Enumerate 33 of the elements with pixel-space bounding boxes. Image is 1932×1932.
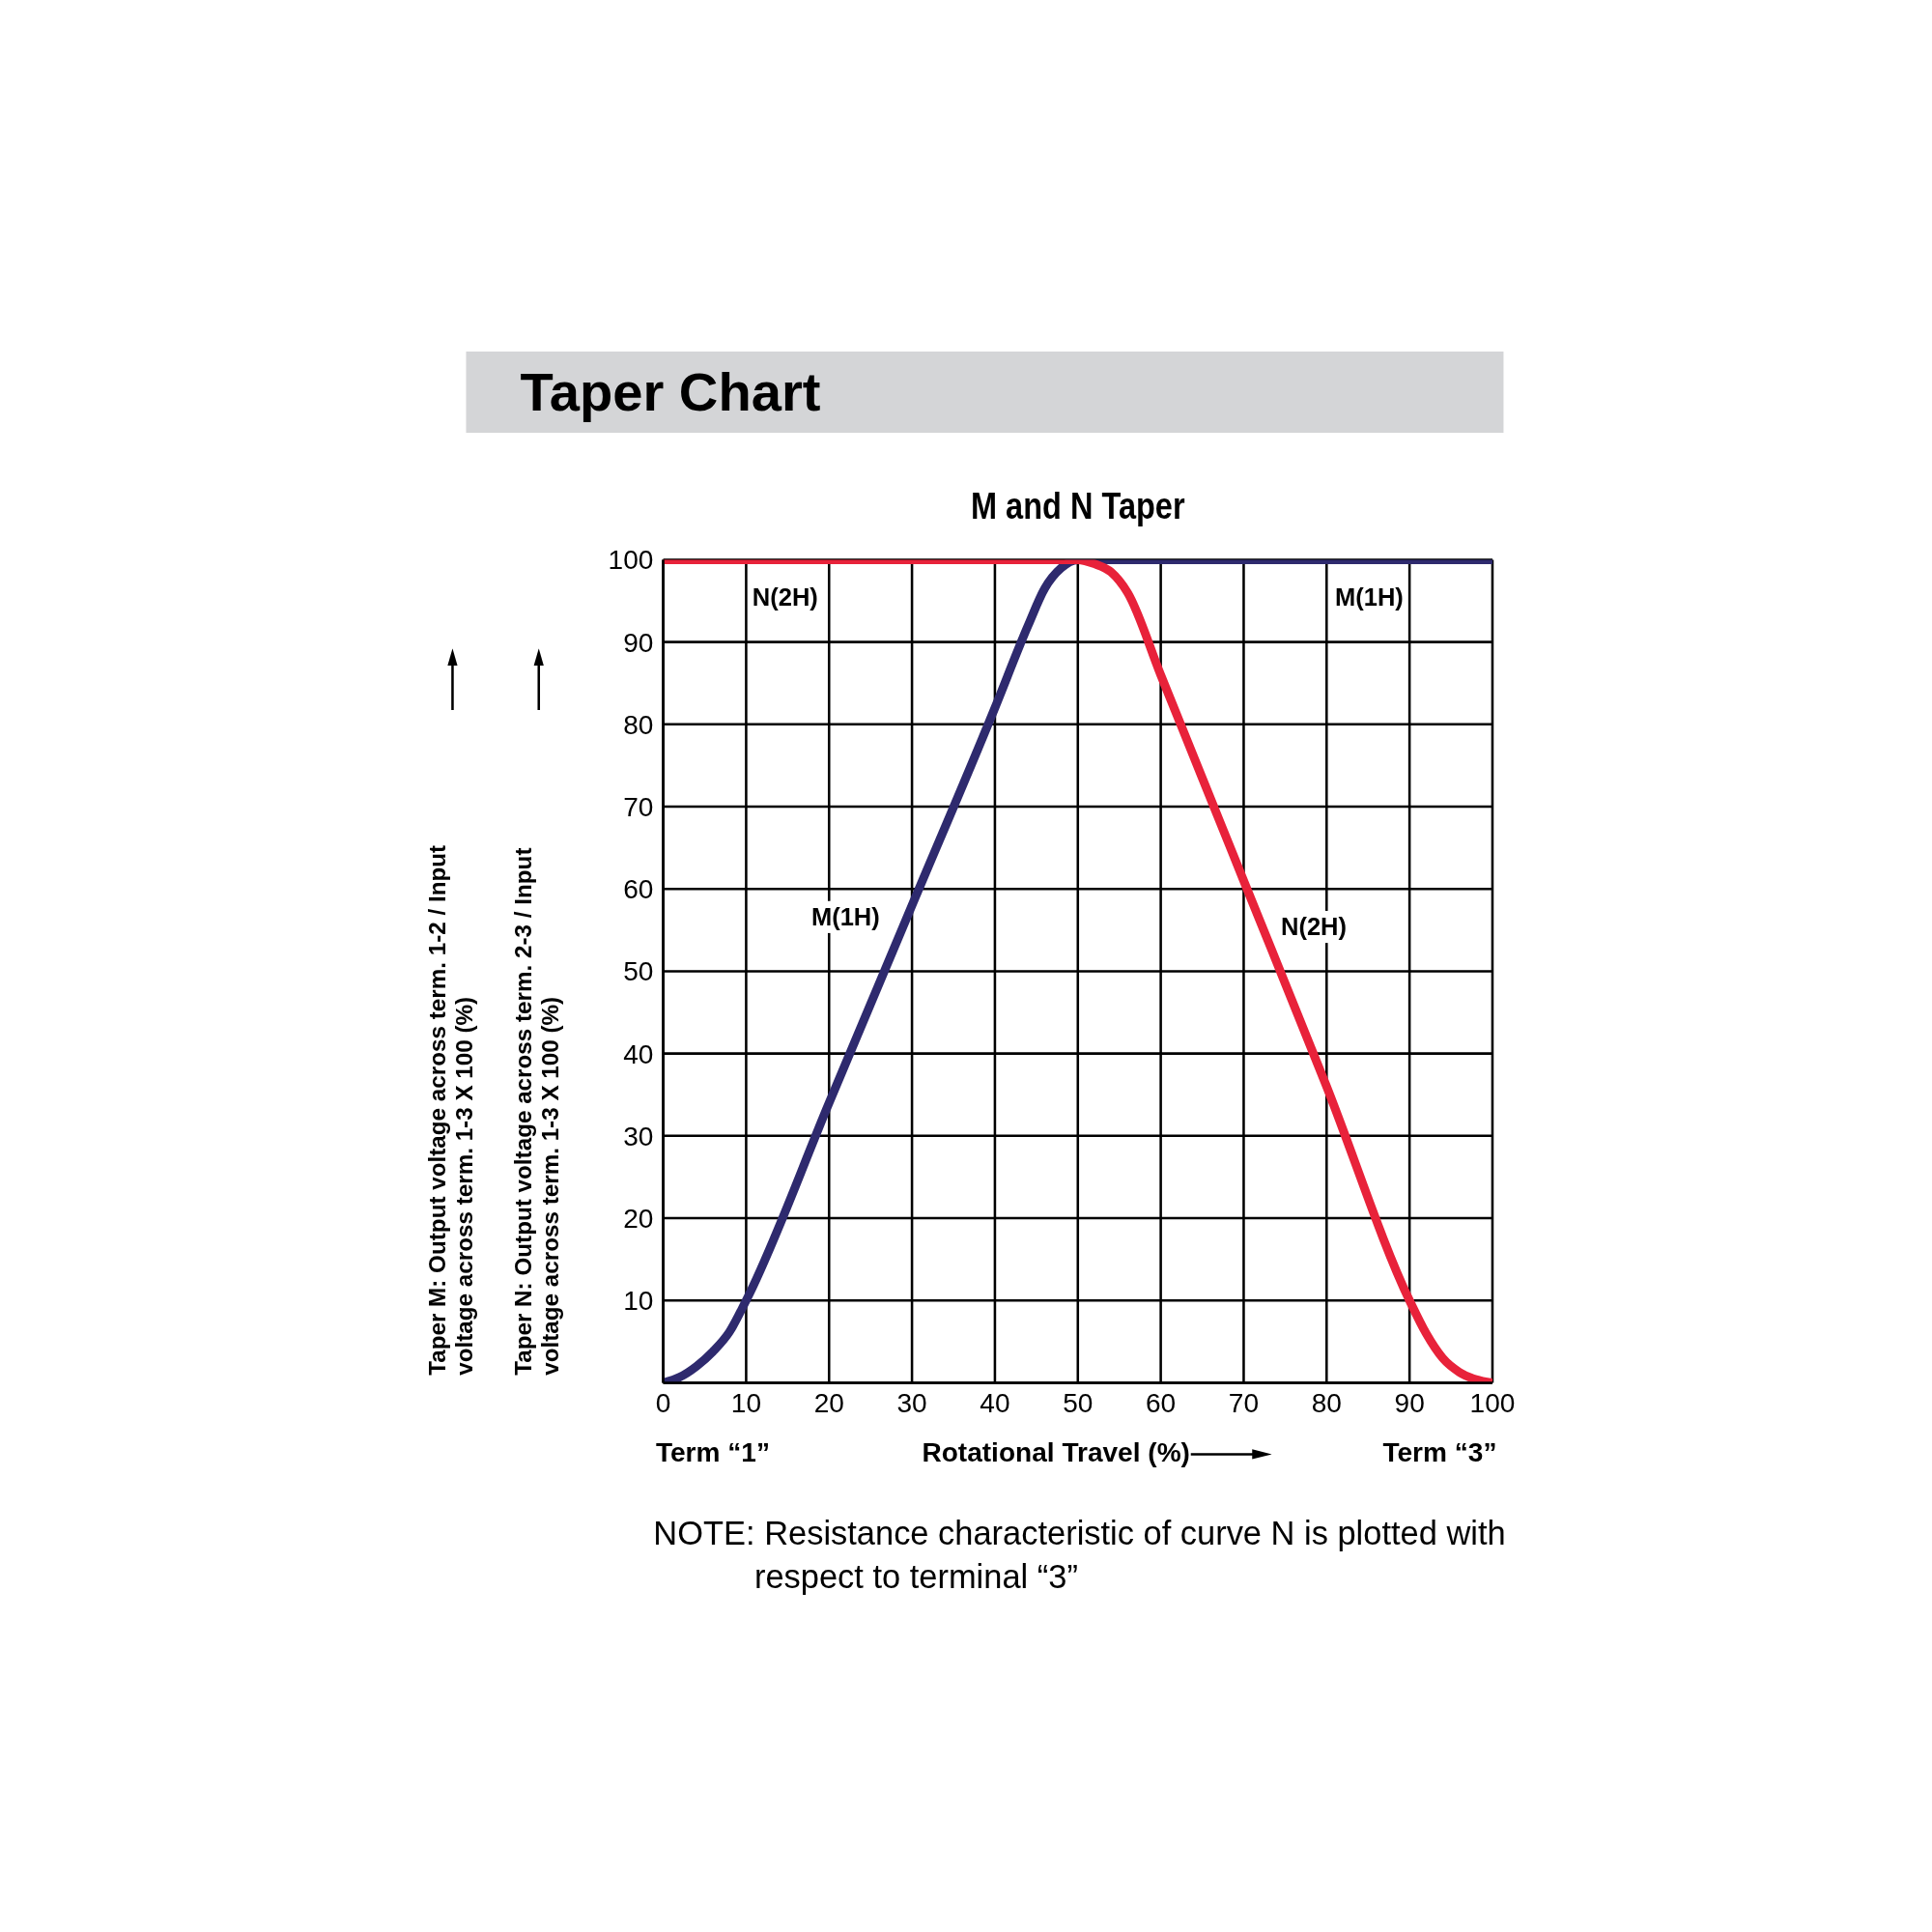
annotation: N(2H) xyxy=(1276,910,1351,944)
text: Term “1” xyxy=(655,1436,770,1469)
annotation: M(1H) xyxy=(1332,581,1406,613)
x-tick-label: 30 xyxy=(896,1387,927,1418)
x-tick-label: 20 xyxy=(813,1387,844,1418)
text: Taper M: Output voltage across term. 1-2 / Input voltage across term. 1-3 X 100 (%) xyxy=(424,843,478,1376)
x-tick-label: 10 xyxy=(730,1387,762,1418)
x-tick-label: 90 xyxy=(1394,1387,1425,1418)
x-tick-label: 40 xyxy=(980,1387,1010,1418)
chart-subtitle: M and N Taper xyxy=(969,485,1186,528)
text: NOTE: Resistance characteristic of curve N is plotted with respect to terminal “3” xyxy=(653,1513,1507,1599)
y-tick-label: 20 xyxy=(623,1204,654,1235)
x-tick-label: 50 xyxy=(1063,1387,1094,1418)
text: Taper N: Output voltage across term. 2-3 / Input voltage across term. 1-3 X 100 (%) xyxy=(510,846,565,1376)
y-tick-label: 30 xyxy=(623,1121,654,1151)
x-axis-title: Rotational Travel (%) xyxy=(922,1436,1191,1469)
y-tick-label: 50 xyxy=(623,956,654,987)
y-tick-label: 100 xyxy=(608,545,654,576)
y-tick-label: 60 xyxy=(623,874,654,905)
y-tick-label: 90 xyxy=(623,627,654,658)
y-tick-label: 70 xyxy=(623,792,654,822)
y-tick-label: 40 xyxy=(623,1038,654,1069)
y-tick-label: 80 xyxy=(623,709,654,740)
annotation: N(2H) xyxy=(748,581,823,613)
annotation: M(1H) xyxy=(809,900,883,933)
x-tick-label: 100 xyxy=(1469,1387,1516,1418)
x-tick-label: 0 xyxy=(655,1387,671,1418)
chart-title: Taper Chart xyxy=(520,361,821,423)
text: Term “3” xyxy=(1382,1436,1497,1469)
x-tick-label: 70 xyxy=(1228,1387,1260,1418)
y-tick-label: 10 xyxy=(623,1286,654,1317)
x-tick-label: 60 xyxy=(1146,1387,1177,1418)
x-tick-label: 80 xyxy=(1311,1387,1342,1418)
